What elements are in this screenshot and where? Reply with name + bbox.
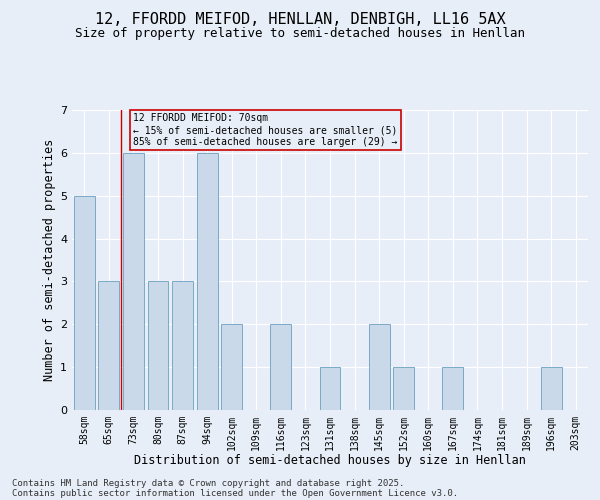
Bar (98, 282, 119, 410)
Bar (271, 324, 292, 410)
X-axis label: Distribution of semi-detached houses by size in Henllan: Distribution of semi-detached houses by … (134, 454, 526, 468)
Text: 12 FFORDD MEIFOD: 70sqm
← 15% of semi-detached houses are smaller (5)
85% of sem: 12 FFORDD MEIFOD: 70sqm ← 15% of semi-de… (133, 114, 398, 146)
Text: Contains public sector information licensed under the Open Government Licence v3: Contains public sector information licen… (12, 488, 458, 498)
Bar (368, 324, 389, 410)
Bar (172, 282, 193, 410)
Bar (393, 367, 414, 410)
Bar (221, 324, 242, 410)
Text: Size of property relative to semi-detached houses in Henllan: Size of property relative to semi-detach… (75, 28, 525, 40)
Bar (541, 367, 562, 410)
Bar (442, 367, 463, 410)
Text: Contains HM Land Registry data © Crown copyright and database right 2025.: Contains HM Land Registry data © Crown c… (12, 478, 404, 488)
Bar (123, 153, 144, 410)
Bar (148, 282, 169, 410)
Bar (197, 153, 218, 410)
Text: 12, FFORDD MEIFOD, HENLLAN, DENBIGH, LL16 5AX: 12, FFORDD MEIFOD, HENLLAN, DENBIGH, LL1… (95, 12, 505, 28)
Bar (74, 196, 95, 410)
Y-axis label: Number of semi-detached properties: Number of semi-detached properties (43, 139, 56, 381)
Bar (320, 367, 340, 410)
